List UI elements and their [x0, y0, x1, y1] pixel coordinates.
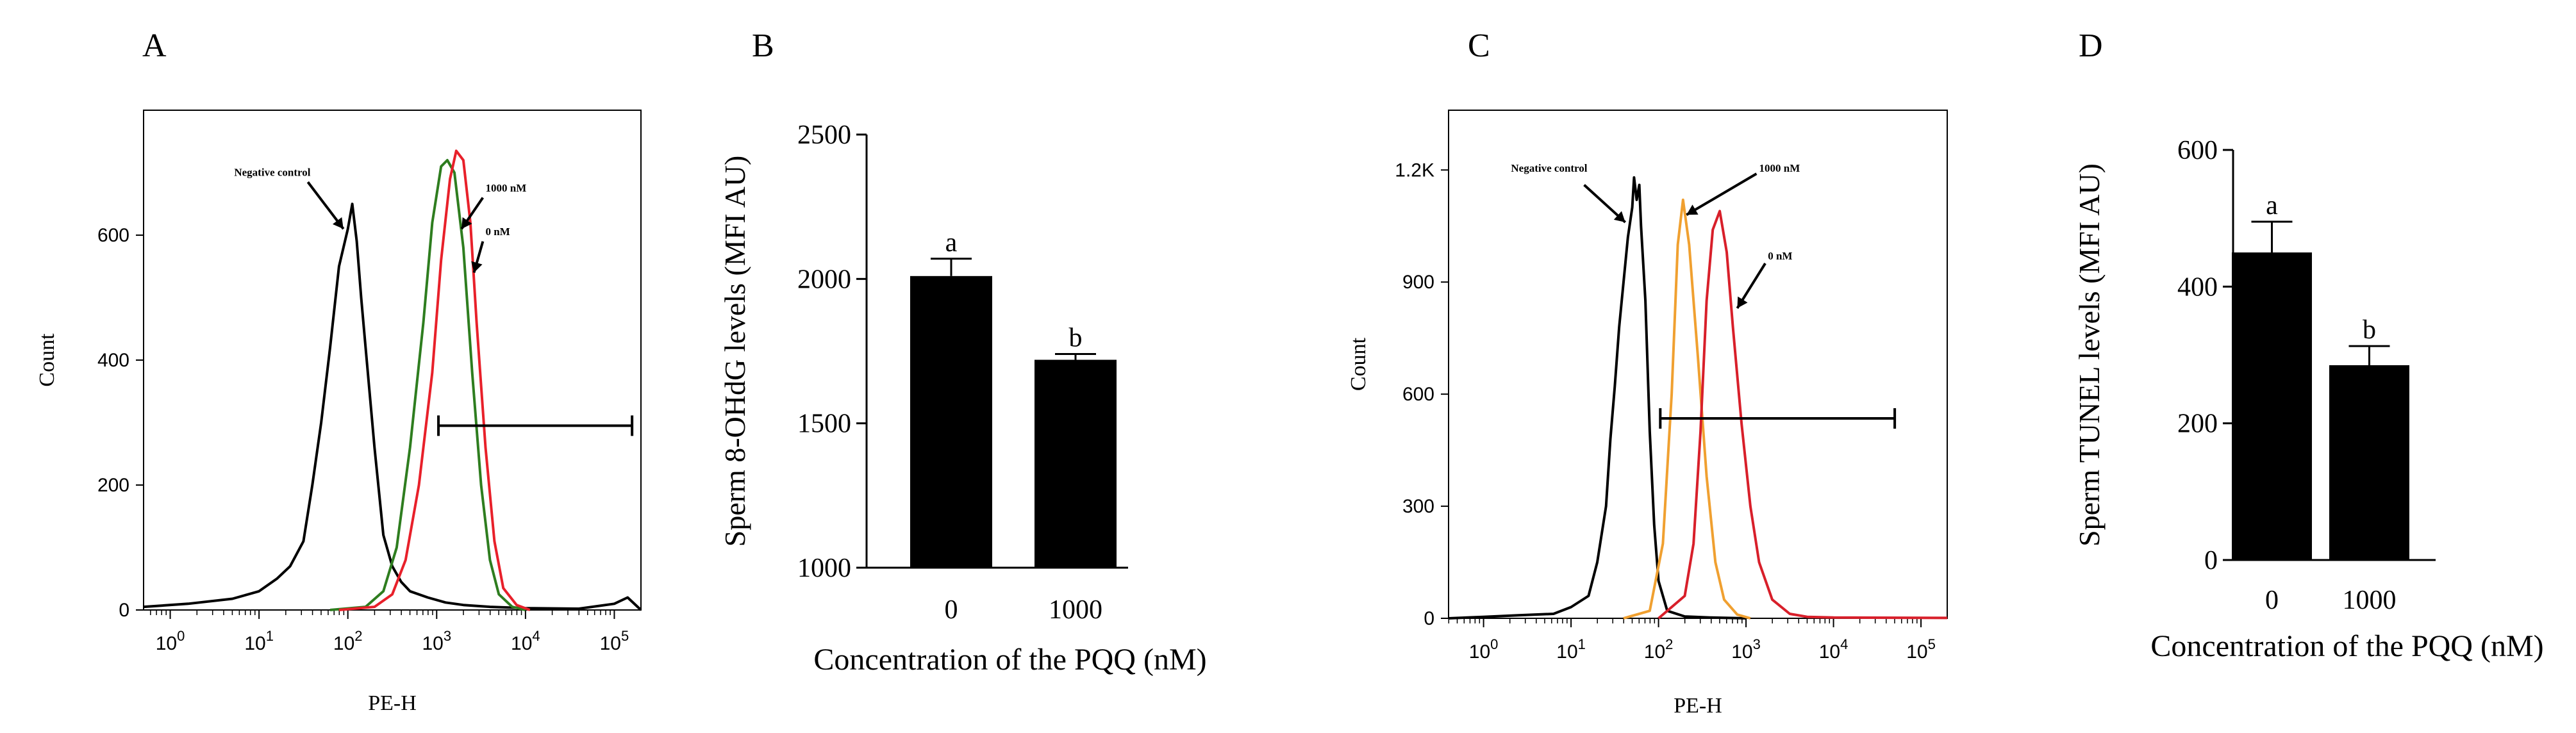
x-tick-exponent: 1 — [266, 628, 274, 644]
annotation-arrowhead — [1737, 296, 1748, 309]
category-label: 0 — [945, 595, 958, 625]
y-tick-label: 0 — [2204, 546, 2218, 575]
annotation-label: 0 nM — [486, 226, 510, 238]
x-tick-exponent: 3 — [1753, 636, 1761, 652]
annotation-arrowhead — [1686, 204, 1699, 215]
annotation-label: 1000 nM — [486, 182, 527, 194]
y-tick-label: 400 — [2177, 272, 2218, 302]
y-tick-label: 1000 — [797, 554, 851, 583]
series-line-1000-nm — [1623, 198, 1751, 620]
bar-0 — [2232, 252, 2312, 560]
y-tick-label: 400 — [97, 350, 129, 371]
y-tick-label: 900 — [1402, 272, 1434, 293]
significance-letter: a — [945, 228, 958, 258]
plot-frame — [143, 110, 642, 611]
y-tick-label: 1.2K — [1395, 160, 1434, 181]
panel-letter-b: B — [752, 28, 774, 64]
x-tick-label: 104 — [511, 628, 540, 654]
annotation-arrowhead — [332, 217, 344, 229]
x-axis-label: PE-H — [1674, 694, 1722, 718]
significance-letter: a — [2266, 191, 2278, 220]
series-line-1000-nm — [329, 159, 526, 611]
y-tick-label: 600 — [1402, 384, 1434, 405]
x-tick-label: 105 — [600, 628, 629, 654]
y-tick-label: 600 — [97, 225, 129, 246]
x-tick-label: 100 — [156, 628, 185, 654]
x-tick-exponent: 5 — [621, 628, 629, 644]
y-tick-label: 200 — [2177, 409, 2218, 439]
y-axis-label: Sperm 8-OHdG levels (MFI AU) — [719, 156, 751, 547]
y-tick-label: 600 — [2177, 136, 2218, 165]
annotation-arrowhead — [471, 261, 483, 273]
x-tick-label: 101 — [244, 628, 274, 654]
x-tick-label: 103 — [1731, 636, 1761, 663]
y-axis-label: Count — [1347, 337, 1370, 391]
x-tick-label: 101 — [1556, 636, 1586, 663]
bar-1000 — [2329, 365, 2409, 560]
annotation-label: 1000 nM — [1759, 162, 1800, 174]
x-tick-exponent: 4 — [1840, 636, 1848, 652]
x-tick-label: 102 — [333, 628, 363, 654]
x-tick-label: 104 — [1819, 636, 1849, 663]
series-line-0-nm — [1658, 210, 1948, 620]
annotation-label: Negative control — [1511, 162, 1587, 174]
y-tick-label: 2000 — [797, 265, 851, 294]
x-axis-label: Concentration of the PQQ (nM) — [813, 643, 1206, 677]
x-axis-label: Concentration of the PQQ (nM) — [2150, 629, 2543, 663]
significance-letter: b — [2363, 315, 2376, 345]
x-tick-label: 102 — [1644, 636, 1674, 663]
x-tick-exponent: 4 — [532, 628, 540, 644]
y-axis-label: Count — [35, 333, 59, 387]
bar-0 — [910, 276, 992, 568]
y-tick-label: 200 — [97, 475, 129, 496]
x-tick-exponent: 0 — [1490, 636, 1498, 652]
y-axis-label: Sperm TUNEL levels (MFI AU) — [2073, 163, 2106, 547]
x-tick-label: 100 — [1469, 636, 1499, 663]
significance-letter: b — [1069, 324, 1083, 353]
plot-frame — [1448, 110, 1948, 619]
x-axis-label: PE-H — [368, 691, 417, 715]
category-label: 1000 — [2343, 586, 2397, 615]
annotation-arrowhead — [1613, 211, 1625, 222]
bar-chart-b: 1000 1500 2000 2500 a 0 b 1000 Concentration of … — [719, 120, 1207, 677]
series-line-negative-control — [143, 202, 642, 611]
bar-1000 — [1035, 359, 1117, 568]
panel-letter-c: C — [1468, 28, 1490, 64]
x-tick-label: 103 — [422, 628, 451, 654]
category-label: 1000 — [1049, 595, 1102, 625]
category-label: 0 — [2265, 586, 2279, 615]
y-tick-label: 0 — [119, 600, 129, 621]
y-tick-label: 300 — [1402, 496, 1434, 517]
panel-letter-a: A — [142, 28, 167, 64]
annotation-arrowhead — [461, 217, 472, 229]
x-tick-exponent: 3 — [444, 628, 451, 644]
bar-chart-d: 0 200 400 600 a 0 b 1000 Concentration of the PQ… — [2073, 136, 2544, 663]
x-tick-label: 105 — [1906, 636, 1936, 663]
annotation-label: 0 nM — [1768, 250, 1792, 262]
x-tick-exponent: 1 — [1578, 636, 1586, 652]
annotation-arrow — [1686, 172, 1757, 216]
series-line-0-nm — [338, 149, 531, 611]
x-tick-exponent: 2 — [1665, 636, 1673, 652]
y-tick-label: 1500 — [797, 409, 851, 439]
y-tick-label: 2500 — [797, 120, 851, 150]
x-tick-exponent: 2 — [354, 628, 362, 644]
x-tick-exponent: 5 — [1928, 636, 1936, 652]
panel-letter-d: D — [2079, 28, 2103, 64]
x-tick-exponent: 0 — [177, 628, 185, 644]
y-tick-label: 0 — [1424, 608, 1434, 629]
annotation-label: Negative control — [234, 166, 310, 178]
